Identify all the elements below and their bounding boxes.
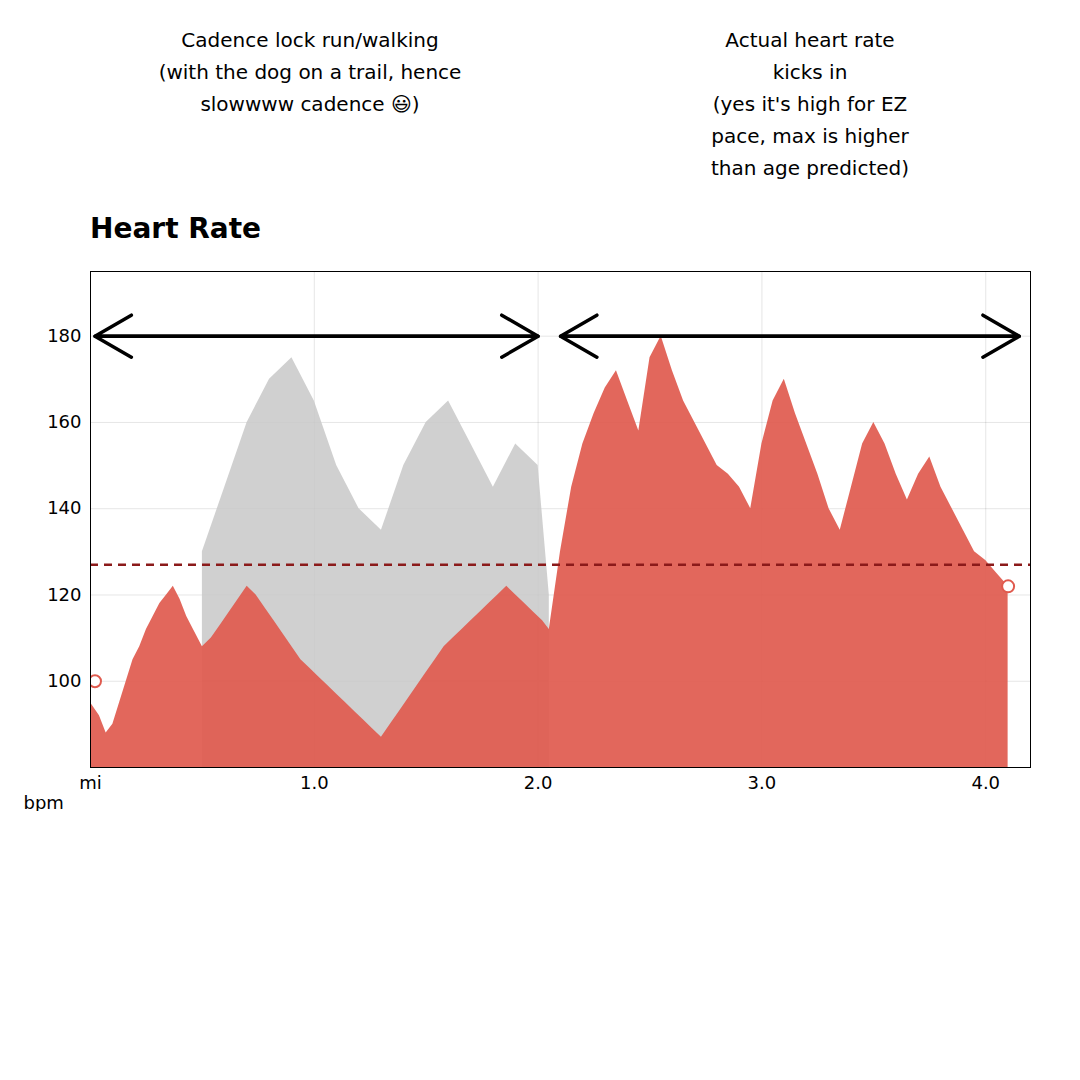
html-text:Cadence lock run/walking (with: Cadence lock run/walking (with the dog o… xyxy=(158,28,462,116)
svg-text:bpm: bpm xyxy=(24,792,64,812)
svg-text:180: 180 xyxy=(47,325,81,346)
svg-text:160: 160 xyxy=(47,411,81,432)
svg-text:1.0: 1.0 xyxy=(300,772,329,793)
svg-text:120: 120 xyxy=(47,584,81,605)
html-text:Heart Rate: Heart Rate xyxy=(90,212,262,245)
svg-text:mi: mi xyxy=(79,772,102,793)
svg-text:3.0: 3.0 xyxy=(748,772,777,793)
svg-text:140: 140 xyxy=(47,497,81,518)
svg-text:2.0: 2.0 xyxy=(524,772,553,793)
svg-text:100: 100 xyxy=(47,670,81,691)
svg-text:4.0: 4.0 xyxy=(971,772,1000,793)
html-text:Actual heart rate kicks in (ye: Actual heart rate kicks in (yes it's hig… xyxy=(710,28,909,180)
